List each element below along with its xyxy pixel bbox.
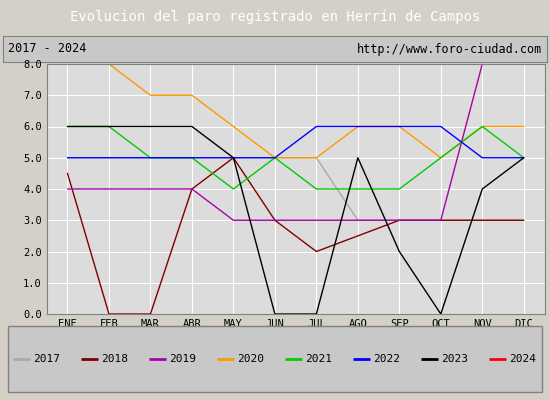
Text: 2017 - 2024: 2017 - 2024: [8, 42, 86, 56]
Text: 2023: 2023: [441, 354, 468, 364]
Text: 2021: 2021: [305, 354, 332, 364]
Text: 2017: 2017: [32, 354, 60, 364]
Text: http://www.foro-ciudad.com: http://www.foro-ciudad.com: [356, 42, 542, 56]
Text: 2018: 2018: [101, 354, 128, 364]
Text: 2020: 2020: [237, 354, 264, 364]
Text: 2022: 2022: [373, 354, 400, 364]
Text: 2019: 2019: [169, 354, 196, 364]
FancyBboxPatch shape: [8, 326, 542, 392]
Text: Evolucion del paro registrado en Herrín de Campos: Evolucion del paro registrado en Herrín …: [70, 10, 480, 24]
Text: 2024: 2024: [509, 354, 536, 364]
